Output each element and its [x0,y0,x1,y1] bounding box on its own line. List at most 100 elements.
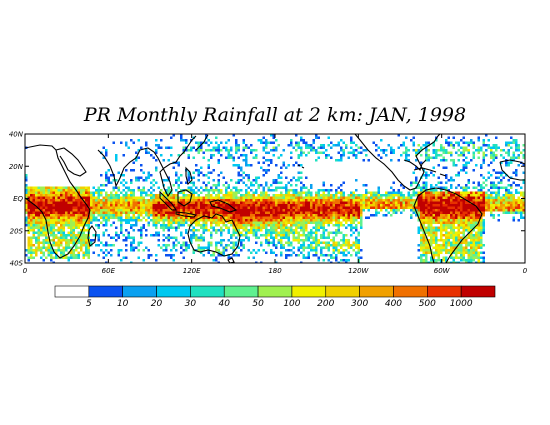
rain-cell [342,251,345,254]
rain-cell [357,241,360,244]
rain-cell [415,206,418,209]
rain-cell [62,239,65,242]
rain-cell [120,229,123,232]
rain-cell [425,244,428,247]
rain-cell [440,221,443,224]
rain-cell [275,226,278,229]
rain-cell [500,196,503,199]
rain-cell [230,196,233,199]
rain-cell [432,251,435,254]
rain-cell [200,146,203,149]
rain-cell [457,226,460,229]
rain-cell [152,219,155,222]
rain-cell [182,216,185,219]
rain-cell [320,199,323,202]
rain-cell [142,211,145,214]
rain-cell [317,136,320,139]
rain-cell [480,229,483,232]
rain-cell [270,196,273,199]
rain-cell [240,194,243,197]
rain-cell [330,204,333,207]
rain-cell [320,219,323,222]
rain-cell [392,201,395,204]
rain-cell [472,186,475,189]
rain-cell [140,191,143,194]
rain-cell [447,206,450,209]
coastline-madagascar [87,225,97,247]
rain-cell [317,219,320,222]
rain-cell [172,206,175,209]
rain-cell [332,196,335,199]
rain-cell [155,254,158,257]
rain-cell [120,219,123,222]
rain-cell [312,209,315,212]
rain-cell [467,149,470,152]
rain-cell [220,199,223,202]
rain-cell [260,184,263,187]
rain-cell [182,219,185,222]
rain-cell [35,199,38,202]
rain-cell [52,229,55,232]
rain-cell [290,226,293,229]
rain-cell [70,189,73,192]
rain-cell [207,199,210,202]
rain-cell [232,229,235,232]
rain-cell [355,244,358,247]
rain-cell [125,201,128,204]
rain-cell [305,256,308,259]
rain-cell [402,206,405,209]
rain-cell [122,204,125,207]
rain-cell [295,204,298,207]
rain-cell [472,216,475,219]
rain-cell [55,214,58,217]
rain-cell [57,221,60,224]
rain-cell [257,186,260,189]
rain-cell [160,196,163,199]
rain-cell [512,196,515,199]
rain-cell [337,229,340,232]
rain-cell [250,164,253,167]
rain-cell [107,176,110,179]
rain-cell [67,226,70,229]
rain-cell [385,191,388,194]
rain-cell [30,244,33,247]
rain-cell [90,221,93,224]
rain-cell [490,201,493,204]
rain-cell [267,201,270,204]
rain-cell [462,216,465,219]
rain-cell [145,246,148,249]
rain-cell [32,229,35,232]
rain-cell [270,241,273,244]
rain-cell [460,219,463,222]
rain-cell [97,214,100,217]
rain-cell [220,204,223,207]
rain-cell [57,204,60,207]
rain-cell [475,221,478,224]
rain-cell [182,209,185,212]
rain-cell [272,141,275,144]
rain-cell [247,216,250,219]
rain-cell [67,199,70,202]
rain-cell [275,201,278,204]
rain-cell [270,234,273,237]
rain-cell [262,161,265,164]
rain-cell [355,216,358,219]
rain-cell [170,206,173,209]
rain-cell [155,206,158,209]
rain-cell [130,241,133,244]
rain-cell [65,211,68,214]
rain-cell [60,234,63,237]
rain-cell [217,261,220,263]
rain-cell [407,191,410,194]
rain-cell [197,216,200,219]
rain-cell [80,204,83,207]
rain-cell [317,229,320,232]
rain-cell [340,221,343,224]
rain-cell [130,211,133,214]
rain-cell [67,234,70,237]
rain-cell [330,141,333,144]
rain-cell [75,254,78,257]
rain-cell [147,151,150,154]
rain-cell [440,214,443,217]
rain-cell [312,201,315,204]
